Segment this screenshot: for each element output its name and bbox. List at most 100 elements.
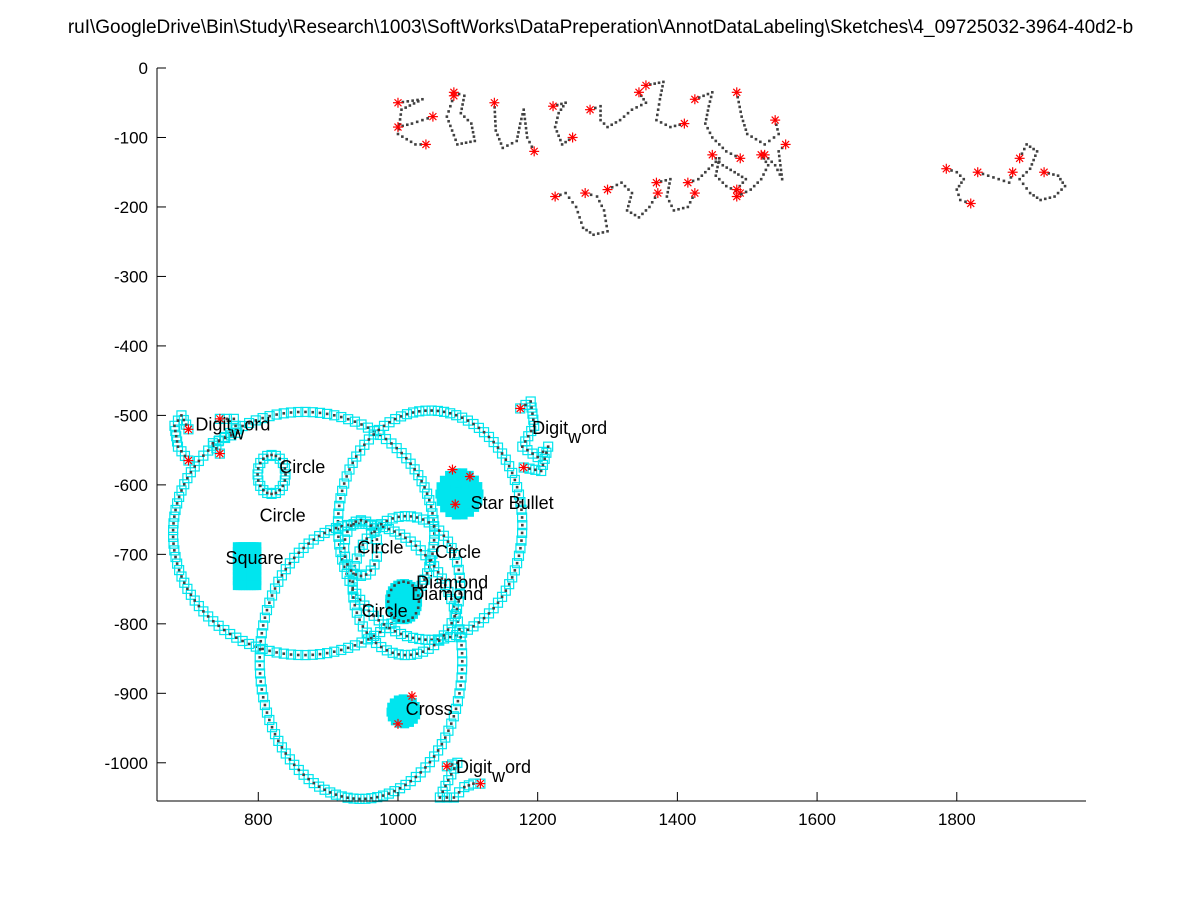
stroke-point: [399, 632, 403, 636]
stroke-point: [414, 544, 418, 548]
annotation-box: [264, 597, 275, 608]
stroke-point: [369, 524, 373, 527]
annotation-box: [185, 589, 196, 600]
stroke-point: [432, 755, 436, 758]
annotation-box: [517, 441, 528, 452]
stroke-point: [263, 703, 267, 707]
y-tick-label: -500: [114, 406, 148, 425]
corner-marker: [689, 188, 700, 199]
annotation-box: [179, 577, 190, 588]
annotation-box: [232, 427, 243, 438]
stroke-point: [466, 419, 470, 422]
annotation-label: Digitword: [456, 757, 531, 786]
annotation-box: [172, 415, 184, 426]
stroke-point: [312, 781, 316, 785]
stroke-point: [377, 428, 381, 432]
annotation-label-rest: ord: [244, 415, 270, 435]
stroke-point: [600, 204, 604, 208]
stroke-point: [297, 551, 301, 555]
stroke-point-group: [553, 191, 609, 237]
stroke-point: [1025, 187, 1028, 190]
stroke-point: [630, 191, 634, 195]
annotation-box: [456, 648, 468, 659]
stroke-point: [1063, 184, 1067, 188]
annotation-box: [258, 453, 269, 464]
stroke-point: [288, 562, 292, 565]
stroke-point: [241, 639, 244, 643]
stroke-point: [526, 448, 529, 452]
annotation-box: [464, 492, 474, 502]
stroke-point-group: [256, 453, 287, 496]
stroke-point: [258, 672, 262, 675]
annotation-box: [515, 496, 526, 508]
annotation-box: [319, 527, 330, 539]
annotation-box: [273, 735, 284, 746]
corner-marker: [518, 462, 529, 473]
stroke-point: [372, 614, 375, 618]
stroke-point: [762, 157, 765, 160]
stroke-point: [539, 469, 543, 473]
stroke-point: [421, 118, 424, 122]
x-tick-label: 1800: [938, 810, 976, 829]
annotation-box: [258, 692, 269, 703]
corner-marker-stroke: [394, 719, 402, 728]
corner-marker-stroke: [757, 150, 766, 159]
stroke-point: [711, 163, 714, 167]
annotation-box: [530, 464, 541, 475]
corner-marker: [392, 122, 403, 133]
stroke-point: [740, 115, 743, 118]
annotation-box: [513, 489, 525, 500]
stroke-point: [409, 779, 413, 783]
stroke-point: [447, 119, 450, 123]
annotation-box: [400, 719, 410, 729]
annotation-box: [169, 545, 180, 556]
annotation-box: [276, 742, 288, 753]
annotation-box: [453, 564, 464, 575]
stroke-point: [714, 174, 718, 177]
stroke-point: [400, 451, 403, 455]
stroke-point: [471, 130, 475, 134]
stroke-point-group: [606, 181, 660, 219]
stroke-point: [492, 606, 495, 610]
stroke-point: [385, 519, 389, 523]
stroke-point: [346, 796, 349, 800]
annotation-box: [422, 488, 433, 499]
stroke-point: [639, 103, 643, 107]
stroke-point: [202, 610, 205, 613]
annotation-box: [443, 586, 454, 598]
stroke-point: [175, 502, 179, 505]
annotation-box: [454, 588, 465, 599]
stroke-point-group: [396, 97, 428, 146]
annotation-box: [254, 668, 266, 679]
annotation-box: [329, 410, 340, 421]
stroke-point: [340, 795, 344, 798]
stroke-point: [312, 538, 316, 541]
stroke-point: [531, 412, 534, 415]
stroke-point: [340, 524, 344, 528]
annotation-box: [394, 529, 406, 540]
stroke-point: [517, 493, 521, 496]
stroke-point: [273, 587, 277, 590]
corner-marker-stroke: [215, 449, 224, 458]
annotation-box: [285, 407, 297, 418]
annotation-box: [446, 593, 457, 605]
stroke-point: [390, 442, 393, 445]
stroke-point: [171, 528, 175, 532]
annotation-box: [356, 637, 367, 648]
stroke-point: [222, 628, 226, 632]
stroke-point: [260, 688, 264, 691]
annotation-box: [185, 467, 196, 478]
annotation-box: [172, 498, 183, 509]
corner-marker: [515, 403, 526, 414]
stroke-point: [375, 795, 379, 799]
annotation-box: [446, 618, 457, 629]
annotation-box: [325, 787, 336, 798]
stroke-point: [365, 631, 369, 634]
stroke-point: [997, 177, 1000, 181]
corner-marker: [464, 471, 475, 482]
stroke-point: [529, 400, 532, 403]
corner-marker-stroke: [708, 150, 717, 159]
annotation-box: [228, 413, 239, 424]
corner-marker: [972, 167, 983, 178]
annotation-box: [445, 631, 456, 643]
